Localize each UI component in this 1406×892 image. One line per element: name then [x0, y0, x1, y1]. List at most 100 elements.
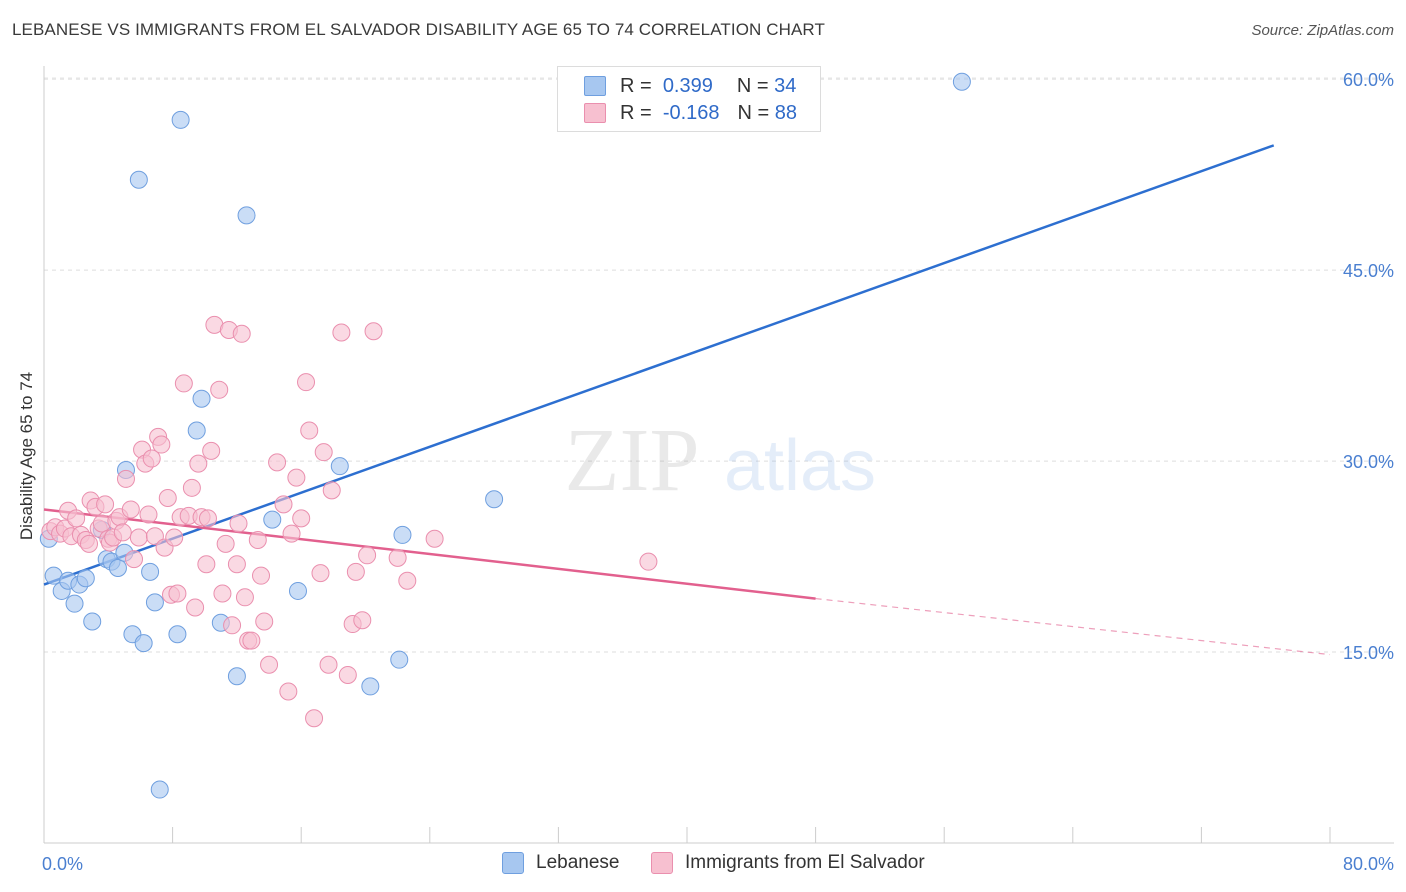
data-point [139, 505, 158, 524]
data-point [268, 453, 287, 472]
x-tick-labels: 0.0% 80.0% [42, 854, 1394, 874]
data-point [96, 495, 115, 514]
data-point [80, 534, 99, 553]
swatch-el-salvador [651, 852, 673, 874]
legend-item-lebanese[interactable]: Lebanese [502, 852, 619, 874]
stats-row-el-salvador: R = -0.168 N = 88 [584, 100, 797, 126]
series-legend: Lebanese Immigrants from El Salvador [0, 852, 1406, 878]
data-point [189, 454, 208, 473]
grid-lines [44, 77, 1394, 653]
n-label: N = [736, 74, 769, 97]
trend-line-el-salvador-dashed [815, 597, 1331, 656]
data-point [330, 457, 349, 476]
data-point [142, 449, 161, 468]
swatch-lebanese [502, 852, 524, 874]
series-el-salvador-points [41, 315, 658, 728]
data-point [202, 441, 221, 460]
swatch-el-salvador [584, 103, 606, 123]
data-point [346, 562, 365, 581]
stats-legend: R = 0.399 N = 34 R = -0.168 N = 88 [557, 66, 821, 132]
watermark: ZIP atlas [565, 411, 877, 510]
data-point [255, 612, 274, 631]
n-value: 34 [774, 74, 797, 97]
data-point [150, 780, 169, 799]
data-point [235, 588, 254, 607]
data-point [141, 562, 160, 581]
axes [43, 66, 1394, 844]
data-point [388, 548, 407, 567]
data-point [248, 531, 267, 550]
data-point [287, 468, 306, 487]
data-point [485, 490, 504, 509]
data-point [129, 528, 148, 547]
data-point [300, 421, 319, 440]
data-point [192, 389, 211, 408]
data-point [182, 478, 201, 497]
data-point [145, 593, 164, 612]
data-point [165, 528, 184, 547]
data-point [952, 72, 971, 91]
data-point [314, 443, 333, 462]
data-point [83, 612, 102, 631]
data-point [364, 322, 383, 341]
data-point [125, 550, 144, 569]
data-point [158, 489, 177, 508]
data-point [129, 170, 148, 189]
data-point [186, 598, 205, 617]
watermark-zip: ZIP [565, 411, 700, 510]
data-point [319, 655, 338, 674]
data-point [187, 421, 206, 440]
data-point [425, 529, 444, 548]
r-label: R = [620, 74, 652, 97]
n-value: 88 [774, 101, 798, 124]
data-point [311, 564, 330, 583]
data-point [274, 495, 293, 514]
data-point [113, 523, 132, 542]
data-point [242, 631, 261, 650]
data-point [171, 110, 190, 129]
chart-title: LEBANESE VS IMMIGRANTS FROM EL SALVADOR … [12, 20, 825, 39]
data-point [197, 555, 216, 574]
data-point [227, 555, 246, 574]
data-point [338, 665, 357, 684]
data-point [292, 509, 311, 528]
data-point [174, 374, 193, 393]
data-point [121, 500, 140, 519]
x-tick-label: 80.0% [1343, 854, 1394, 874]
y-axis-label: Disability Age 65 to 74 [17, 372, 36, 540]
data-point [223, 616, 242, 635]
legend-label: Lebanese [536, 852, 620, 873]
data-point [639, 552, 658, 571]
swatch-lebanese [584, 76, 606, 96]
data-point [332, 323, 351, 342]
data-point [282, 524, 301, 543]
y-tick-label: 60.0% [1343, 70, 1394, 90]
data-point [108, 559, 127, 578]
data-point [305, 709, 324, 728]
data-point [227, 667, 246, 686]
data-point [361, 677, 380, 696]
data-point [358, 546, 377, 565]
data-point [398, 571, 417, 590]
data-point [213, 584, 232, 603]
data-point [322, 481, 341, 500]
data-point [353, 611, 372, 630]
r-value: 0.399 [662, 74, 713, 97]
data-point [229, 514, 248, 533]
data-point [198, 509, 217, 528]
data-point [210, 380, 229, 399]
data-point [76, 569, 95, 588]
data-point [168, 625, 187, 644]
data-point [168, 584, 187, 603]
legend-item-el-salvador[interactable]: Immigrants from El Salvador [651, 852, 925, 874]
data-point [390, 650, 409, 669]
data-point [263, 510, 282, 529]
data-point [393, 525, 412, 544]
data-point [232, 324, 251, 343]
data-point [145, 527, 164, 546]
data-point [288, 581, 307, 600]
data-point [260, 655, 279, 674]
trend-line-lebanese [43, 144, 1275, 586]
y-tick-label: 15.0% [1343, 643, 1394, 663]
